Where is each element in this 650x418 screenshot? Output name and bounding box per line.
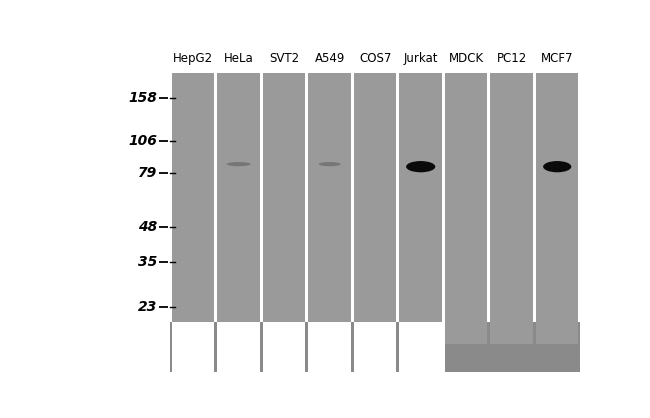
Text: HepG2: HepG2 — [173, 52, 213, 65]
Bar — [536, 322, 578, 344]
Text: 158: 158 — [128, 91, 157, 105]
Ellipse shape — [543, 161, 571, 172]
Ellipse shape — [318, 162, 341, 166]
Text: A549: A549 — [315, 52, 345, 65]
Text: COS7: COS7 — [359, 52, 391, 65]
Bar — [491, 73, 533, 344]
Bar — [400, 73, 442, 322]
Bar — [218, 73, 260, 322]
Bar — [445, 73, 488, 344]
Bar — [400, 322, 442, 372]
Text: HeLa: HeLa — [224, 52, 254, 65]
Text: 79: 79 — [138, 166, 157, 180]
Text: PC12: PC12 — [497, 52, 527, 65]
Bar — [442, 322, 445, 372]
Text: MDCK: MDCK — [448, 52, 484, 65]
Text: 106: 106 — [128, 135, 157, 148]
Ellipse shape — [406, 161, 436, 172]
Bar — [491, 322, 533, 344]
Bar — [263, 322, 305, 372]
Bar — [263, 73, 305, 322]
Bar — [354, 322, 396, 372]
Bar — [309, 73, 351, 322]
Text: Jurkat: Jurkat — [404, 52, 438, 65]
Bar — [172, 322, 214, 372]
Bar — [309, 322, 351, 372]
Bar — [170, 322, 580, 372]
Text: MCF7: MCF7 — [541, 52, 573, 65]
Text: 23: 23 — [138, 300, 157, 314]
Ellipse shape — [227, 162, 251, 166]
Text: SVT2: SVT2 — [269, 52, 299, 65]
Text: 48: 48 — [138, 220, 157, 234]
Bar — [354, 73, 396, 322]
Text: 35: 35 — [138, 255, 157, 268]
Bar — [536, 73, 578, 344]
Bar — [445, 322, 488, 344]
Bar — [172, 73, 214, 322]
Bar — [218, 322, 260, 372]
